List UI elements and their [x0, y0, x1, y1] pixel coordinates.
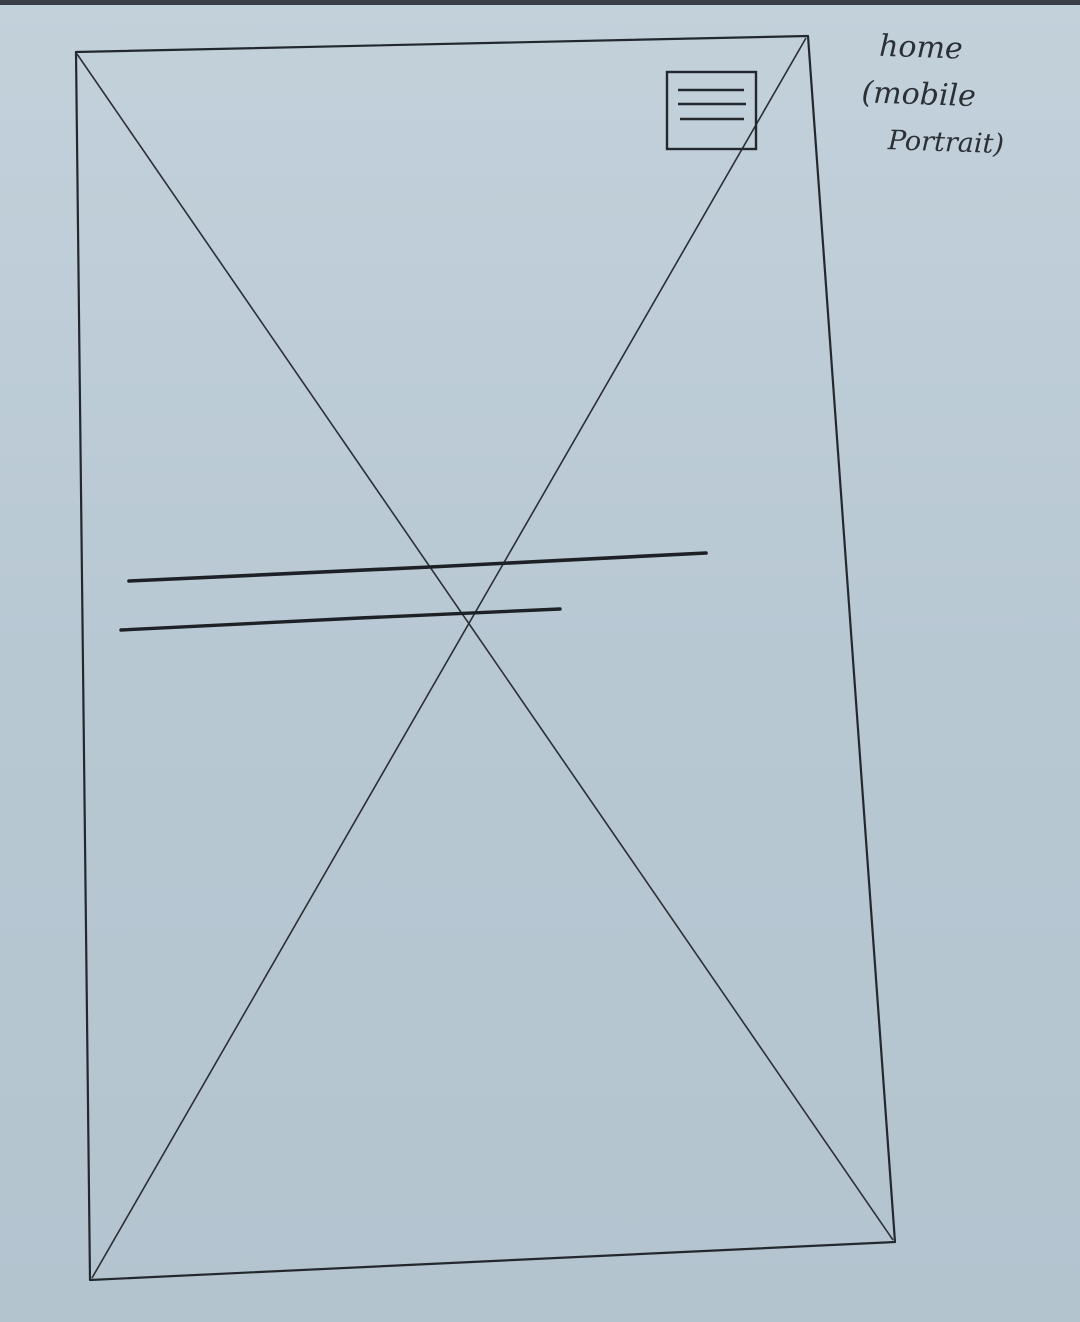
annotation-note: home (mobile Portrait) [853, 22, 1058, 170]
headline-line-1 [127, 551, 708, 583]
annotation-line-3: Portrait) [887, 125, 1005, 161]
annotation-line-2: (mobile [860, 75, 977, 115]
placeholder-diagonal-1 [76, 53, 894, 1241]
annotation-line-1: home [878, 28, 964, 67]
headline-line-2 [119, 607, 562, 632]
placeholder-diagonal-2 [91, 37, 807, 1279]
hamburger-icon[interactable] [665, 70, 758, 151]
phone-frame [74, 34, 897, 1282]
table-edge [0, 0, 1080, 5]
